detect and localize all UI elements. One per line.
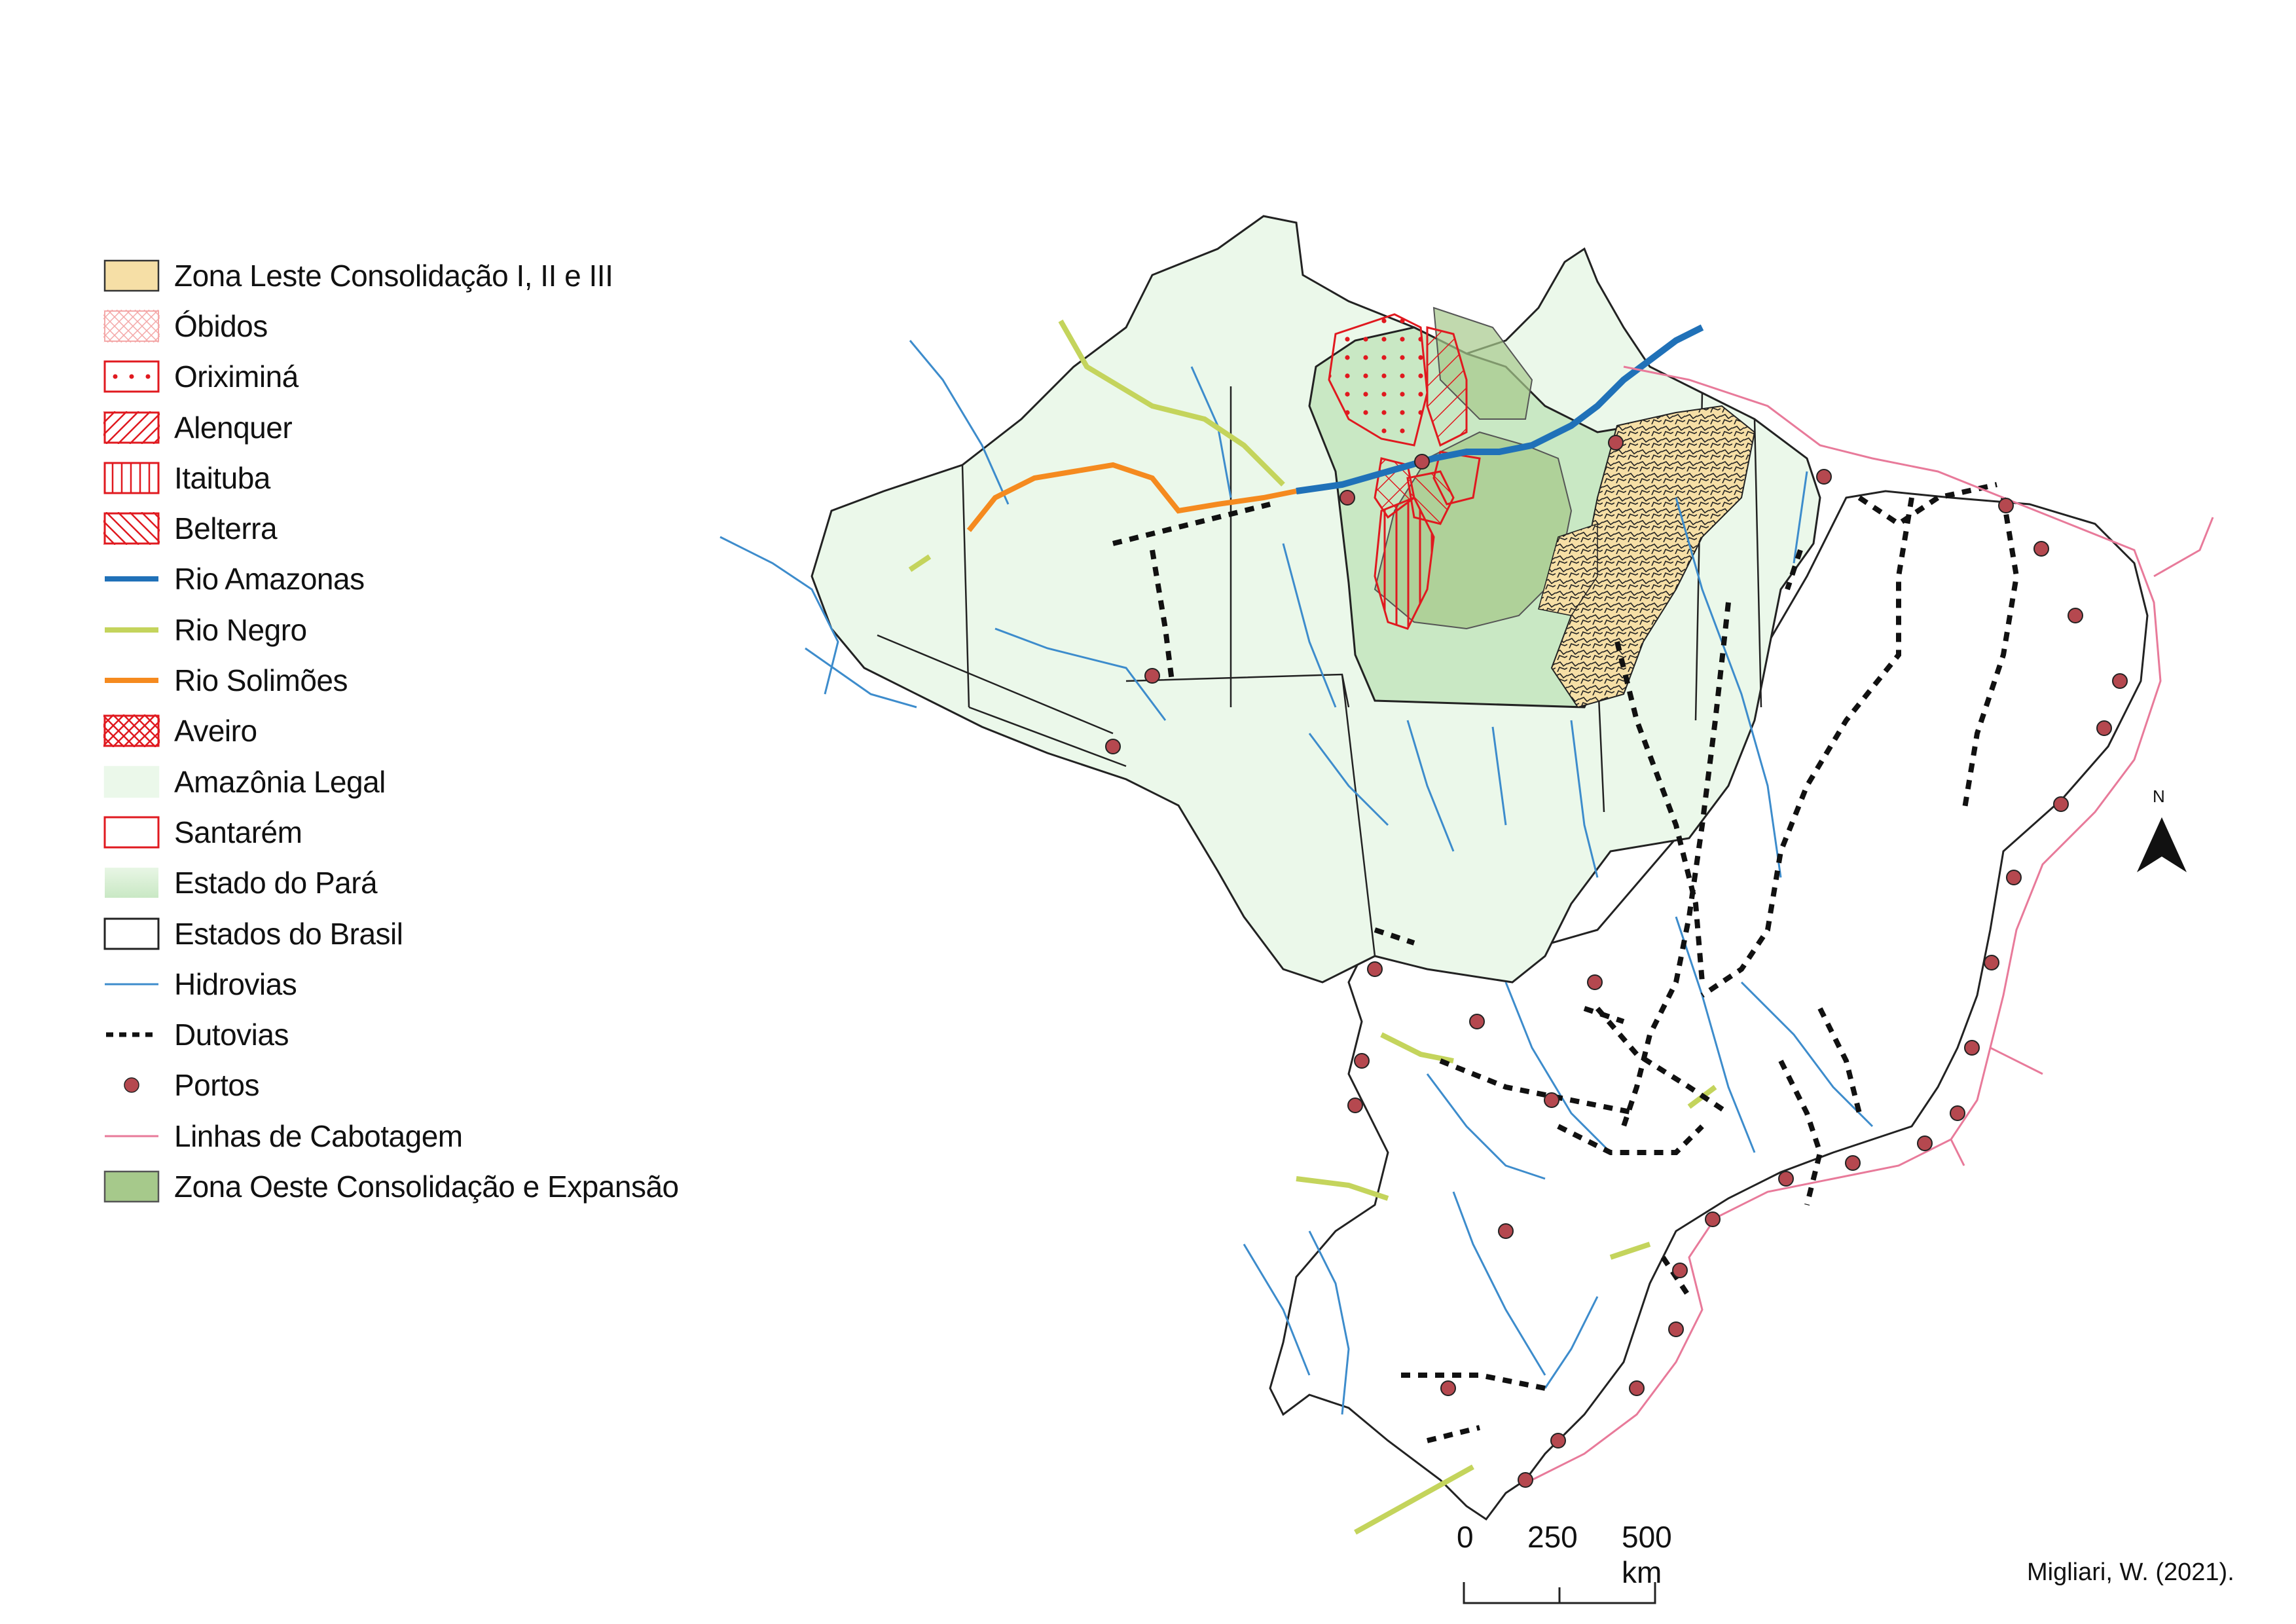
legend-item-estados-brasil: Estados do Brasil [103, 908, 758, 959]
north-letter: N [2153, 786, 2165, 806]
amazonia-legal-swatch-icon [103, 766, 160, 798]
legend-item-zona-oeste: Zona Oeste Consolidação e Expansão [103, 1161, 758, 1211]
legend-item-linhas-cabotagem: Linhas de Cabotagem [103, 1111, 758, 1161]
legend-item-santarem: Santarém [103, 807, 758, 857]
legend-item-amazonia-legal: Amazônia Legal [103, 756, 758, 807]
aveiro-label: Aveiro [174, 714, 257, 748]
rio-amazonas-swatch-icon [105, 576, 158, 582]
legend-item-itaituba: Itaituba [103, 452, 758, 503]
legend-item-hidrovias: Hidrovias [103, 959, 758, 1009]
alenquer-area [1426, 326, 1468, 447]
scale-bar [1463, 1582, 1656, 1604]
legend-item-estado-para: Estado do Pará [103, 858, 758, 908]
legend-item-zona-leste: Zona Leste Consolidação I, II e III [103, 250, 758, 301]
scale-tick-0: 0 [1457, 1520, 1474, 1554]
itaituba-swatch-icon [103, 462, 160, 494]
alenquer-label: Alenquer [174, 410, 293, 445]
legend-item-rio-solimoes: Rio Solimões [103, 655, 758, 705]
north-arrow-icon [2137, 817, 2187, 872]
rio-negro-label: Rio Negro [174, 612, 307, 647]
hidrovias-label: Hidrovias [174, 967, 297, 1001]
legend-item-obidos: Óbidos [103, 301, 758, 351]
zona-oeste-label: Zona Oeste Consolidação e Expansão [174, 1169, 679, 1204]
oriximina-swatch-icon [103, 360, 160, 393]
cabotagem-line [1531, 365, 2214, 1481]
alenquer-swatch-icon [103, 411, 160, 444]
itaituba-label: Itaituba [174, 460, 270, 495]
oriximina-label: Oriximiná [174, 360, 299, 394]
estados-brasil-label: Estados do Brasil [174, 916, 403, 951]
rio-negro-segments [908, 554, 1717, 1535]
oriximina-area [1328, 313, 1429, 447]
belterra-swatch-icon [103, 512, 160, 545]
zona-leste-swatch-icon [103, 259, 160, 291]
hidrovias-swatch-icon [105, 983, 158, 986]
dutovias-swatch-icon [106, 1032, 158, 1037]
legend-item-oriximina: Oriximiná [103, 352, 758, 402]
obidos-label: Óbidos [174, 308, 268, 343]
dutovias-lines [1112, 482, 2020, 1443]
legend: Zona Leste Consolidação I, II e III Óbido… [103, 250, 758, 1212]
linhas-cabotagem-swatch-icon [105, 1135, 158, 1137]
aveiro-swatch-icon [103, 714, 160, 748]
santarem-label: Santarém [174, 815, 302, 849]
brazil-outline [1269, 490, 2149, 1521]
santarem-area [1432, 451, 1481, 506]
legend-item-alenquer: Alenquer [103, 402, 758, 452]
rio-solimoes-label: Rio Solimões [174, 663, 348, 698]
belterra-label: Belterra [174, 511, 278, 546]
ports [1105, 435, 2128, 1488]
estado-para-label: Estado do Pará [174, 866, 378, 900]
legend-item-dutovias: Dutovias [103, 1009, 758, 1060]
legend-item-aveiro: Aveiro [103, 706, 758, 756]
rio-negro-swatch-icon [105, 627, 158, 633]
estado-para-swatch-icon [105, 868, 158, 898]
zona-leste-west [1538, 523, 1598, 616]
obidos-swatch-icon [103, 309, 160, 342]
amazonia-legal-area [811, 215, 1821, 984]
hidrovias-lines [720, 340, 1874, 1415]
zona-oeste-swatch-icon [103, 1170, 160, 1203]
estados-brasil-swatch-icon [103, 917, 160, 950]
dutovias-label: Dutovias [174, 1018, 289, 1052]
legend-item-belterra: Belterra [103, 503, 758, 553]
map-credit: Migliari, W. (2021). [2027, 1559, 2234, 1586]
scale-tick-500: 500 km [1622, 1520, 1672, 1589]
rio-negro-line [1058, 320, 1285, 487]
legend-item-rio-negro: Rio Negro [103, 604, 758, 655]
amazonia-legal-label: Amazônia Legal [174, 764, 386, 799]
legend-item-rio-amazonas: Rio Amazonas [103, 554, 758, 604]
state-boundaries-north [877, 386, 1762, 957]
portos-label: Portos [174, 1068, 259, 1103]
linhas-cabotagem-label: Linhas de Cabotagem [174, 1118, 463, 1153]
rio-amazonas-line [1296, 324, 1704, 494]
rio-solimoes-swatch-icon [105, 678, 158, 684]
rio-amazonas-label: Rio Amazonas [174, 562, 365, 597]
zona-leste-label: Zona Leste Consolidação I, II e III [174, 258, 613, 293]
santarem-swatch-icon [103, 816, 160, 849]
scale-tick-250: 250 [1527, 1520, 1578, 1554]
rio-solimoes-line [966, 462, 1297, 532]
legend-item-portos: Portos [103, 1060, 758, 1111]
portos-swatch-icon [124, 1077, 139, 1094]
